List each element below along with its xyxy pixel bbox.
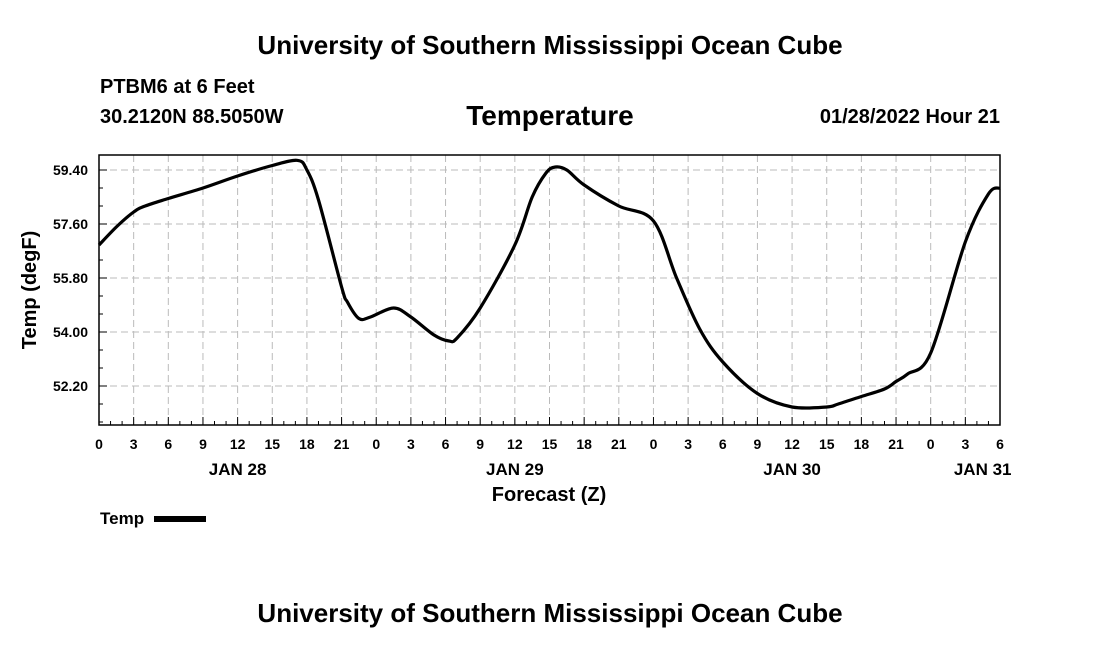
page-title: University of Southern Mississippi Ocean… xyxy=(257,30,843,60)
y-tick-label: 52.20 xyxy=(53,378,88,394)
x-tick-label: 12 xyxy=(230,436,246,452)
forecast-datetime: 01/28/2022 Hour 21 xyxy=(819,106,1000,128)
x-tick-label: 21 xyxy=(334,436,350,452)
x-tick-label: 15 xyxy=(542,436,558,452)
legend-label: Temp xyxy=(100,509,145,528)
x-tick-label: 3 xyxy=(407,436,415,452)
legend-swatch xyxy=(154,516,207,522)
x-tick-label: 15 xyxy=(819,436,835,452)
x-date-label: JAN 28 xyxy=(209,460,267,479)
x-tick-label: 0 xyxy=(927,436,935,452)
x-tick-label: 0 xyxy=(650,436,658,452)
x-tick-label: 9 xyxy=(754,436,762,452)
x-tick-label: 6 xyxy=(719,436,727,452)
y-axis-title: Temp (degF) xyxy=(19,231,41,350)
x-tick-label: 12 xyxy=(507,436,523,452)
x-date-label: JAN 29 xyxy=(486,460,544,479)
footer-title: University of Southern Mississippi Ocean… xyxy=(257,598,843,628)
x-tick-label: 18 xyxy=(576,436,592,452)
x-tick-label: 18 xyxy=(854,436,870,452)
series-line-temp xyxy=(97,158,1001,410)
station-label: PTBM6 at 6 Feet xyxy=(100,76,255,98)
y-tick-label: 59.40 xyxy=(53,162,88,178)
x-tick-label: 6 xyxy=(996,436,1004,452)
x-tick-label: 0 xyxy=(372,436,380,452)
x-tick-label: 21 xyxy=(611,436,627,452)
chart-title: Temperature xyxy=(466,100,634,131)
x-tick-label: 0 xyxy=(95,436,103,452)
station-coordinates: 30.2120N 88.5050W xyxy=(100,106,284,128)
x-tick-label: 15 xyxy=(264,436,280,452)
y-tick-label: 57.60 xyxy=(53,216,88,232)
x-date-label: JAN 30 xyxy=(763,460,821,479)
x-tick-label: 9 xyxy=(476,436,484,452)
x-tick-label: 21 xyxy=(888,436,904,452)
legend: Temp xyxy=(100,509,207,529)
x-tick-label: 12 xyxy=(784,436,800,452)
x-tick-label: 3 xyxy=(684,436,692,452)
x-axis-title: Forecast (Z) xyxy=(492,484,606,506)
x-tick-label: 6 xyxy=(164,436,172,452)
x-tick-label: 3 xyxy=(961,436,969,452)
y-tick-label: 55.80 xyxy=(53,270,88,286)
x-tick-label: 9 xyxy=(199,436,207,452)
y-tick-label: 54.00 xyxy=(53,324,88,340)
x-tick-label: 3 xyxy=(130,436,138,452)
x-tick-label: 18 xyxy=(299,436,315,452)
x-date-label: JAN 31 xyxy=(954,460,1012,479)
x-tick-label: 6 xyxy=(442,436,450,452)
